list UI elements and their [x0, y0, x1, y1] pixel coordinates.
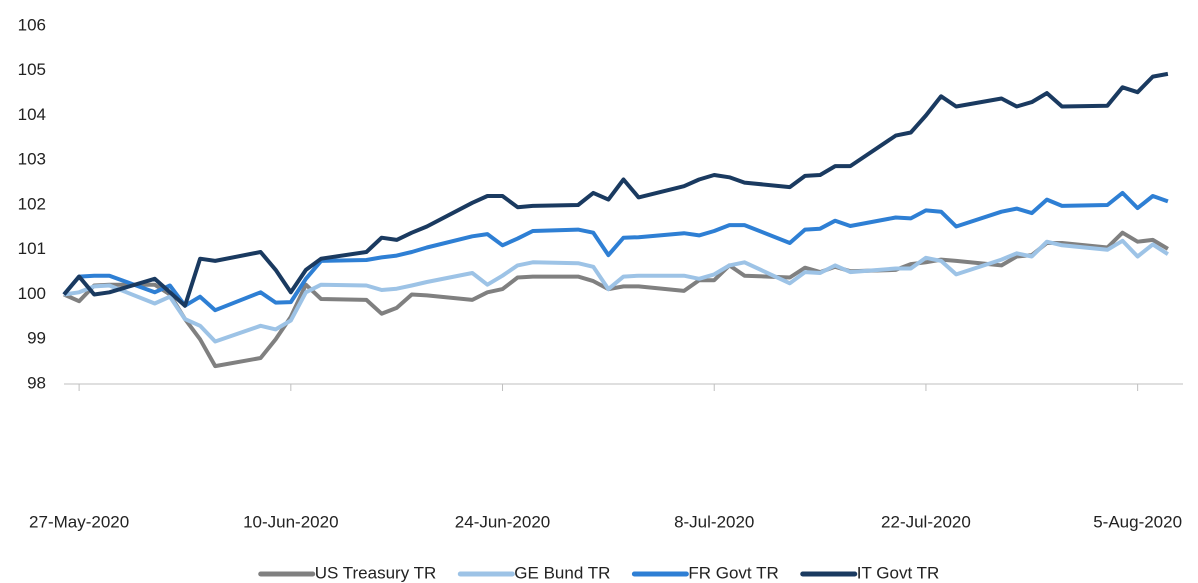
y-tick-label: 104 — [18, 105, 46, 124]
x-tick-label: 22-Jul-2020 — [881, 512, 971, 531]
y-tick-label: 101 — [18, 239, 46, 258]
x-tick-label: 27-May-2020 — [29, 512, 129, 531]
y-tick-label: 99 — [27, 329, 46, 348]
series-line — [63, 238, 1169, 344]
y-tick-label: 103 — [18, 150, 46, 169]
x-tick-label: 8-Jul-2020 — [674, 512, 754, 531]
x-tick-label: 5-Aug-2020 — [1093, 512, 1182, 531]
y-tick-label: 100 — [18, 284, 46, 303]
y-tick-label: 105 — [18, 60, 46, 79]
y-tick-label: 98 — [27, 373, 46, 392]
series-line — [62, 71, 1169, 308]
series-line — [62, 190, 1169, 313]
y-tick-label: 102 — [18, 194, 46, 213]
x-tick-label: 10-Jun-2020 — [243, 512, 338, 531]
legend-label: IT Govt TR — [857, 563, 940, 582]
x-tick-label: 24-Jun-2020 — [455, 512, 550, 531]
legend-label: FR Govt TR — [688, 563, 778, 582]
y-tick-label: 106 — [18, 15, 46, 34]
series-line — [63, 230, 1169, 369]
legend-label: GE Bund TR — [514, 563, 610, 582]
legend-label: US Treasury TR — [315, 563, 437, 582]
